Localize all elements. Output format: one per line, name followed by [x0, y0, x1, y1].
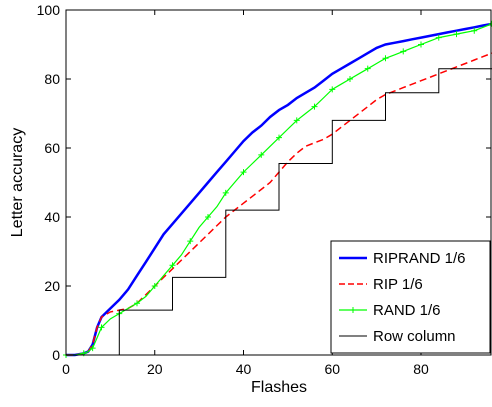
legend-box: [330, 240, 491, 354]
x-axis-title: Flashes: [251, 379, 307, 396]
series-marker: [258, 151, 265, 158]
legend-label-1: RIP 1/6: [373, 276, 423, 293]
series-marker: [382, 55, 389, 62]
series-marker: [169, 262, 176, 269]
series-line-3: [66, 68, 492, 356]
y-tick-label: 100: [37, 2, 61, 18]
series-line-2: [66, 23, 492, 356]
series-marker: [205, 214, 211, 220]
series-marker: [489, 20, 492, 27]
series-marker: [276, 134, 282, 141]
plot-frame: [65, 9, 492, 356]
y-tick-label: 80: [44, 71, 60, 87]
series-marker: [222, 189, 229, 196]
legend-label-0: RIPRAND 1/6: [373, 250, 466, 267]
series-marker: [347, 76, 353, 82]
y-tick-label: 20: [44, 278, 60, 294]
series-marker: [418, 41, 424, 48]
series-marker: [329, 86, 336, 93]
series-marker: [311, 103, 318, 110]
series-marker: [187, 238, 194, 245]
legend-label-3: Row column: [373, 328, 456, 345]
x-tick-label: 80: [413, 361, 429, 377]
y-tick-label: 40: [44, 209, 60, 225]
series-marker: [293, 117, 300, 124]
series-marker: [435, 34, 442, 41]
legend-label-2: RAND 1/6: [373, 302, 441, 319]
y-axis-title: Letter accuracy: [9, 128, 26, 237]
series-marker: [453, 31, 460, 38]
series-line-0: [66, 22, 492, 357]
series-marker: [471, 27, 478, 34]
x-tick-label: 60: [324, 361, 340, 377]
series-marker: [240, 169, 247, 176]
series-marker: [134, 300, 140, 307]
series-marker: [98, 324, 105, 331]
x-tick-label: 40: [236, 361, 252, 377]
y-tick-label: 60: [44, 140, 60, 156]
series-marker: [364, 65, 371, 72]
x-tick-label: 0: [62, 361, 70, 377]
series-marker: [400, 48, 407, 55]
series-marker: [151, 283, 158, 289]
series-line-1: [66, 52, 492, 356]
legend-marker: [350, 307, 356, 313]
series-marker: [89, 345, 96, 352]
y-tick-label: 0: [52, 347, 60, 363]
x-tick-label: 20: [147, 361, 163, 377]
